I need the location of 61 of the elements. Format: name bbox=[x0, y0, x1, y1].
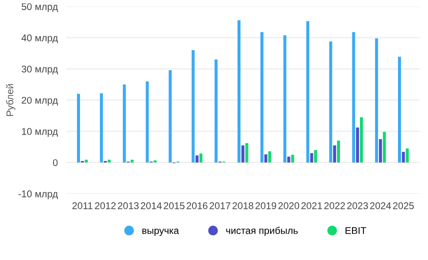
bar bbox=[122, 84, 126, 162]
legend-label: чистая прибыль bbox=[226, 226, 298, 236]
bar bbox=[245, 143, 248, 162]
y-axis-title: Рублей bbox=[6, 84, 16, 116]
x-tick-label: 2016 bbox=[186, 202, 208, 210]
bar bbox=[375, 38, 378, 162]
bar bbox=[130, 160, 134, 162]
y-tick-label: 30 млрд bbox=[22, 66, 58, 74]
bar bbox=[406, 148, 409, 162]
bar bbox=[108, 160, 111, 162]
bar bbox=[146, 81, 149, 162]
bar bbox=[398, 56, 401, 162]
x-tick-label: 2021 bbox=[301, 202, 322, 210]
bar bbox=[283, 35, 286, 162]
bar bbox=[337, 140, 340, 162]
bar bbox=[291, 154, 294, 162]
y-tick-label: 20 млрд bbox=[22, 96, 58, 106]
bar bbox=[329, 41, 332, 162]
legend-label: EBIT bbox=[346, 227, 366, 234]
x-tick-label: 2015 bbox=[164, 202, 185, 210]
bar bbox=[306, 21, 310, 162]
bar bbox=[241, 145, 244, 162]
bar bbox=[196, 155, 199, 162]
legend-label: выручка bbox=[142, 228, 179, 236]
bar bbox=[360, 117, 363, 162]
y-tick-label: 10 млрд bbox=[22, 128, 58, 137]
bar bbox=[100, 93, 103, 162]
bar bbox=[356, 128, 360, 162]
x-tick-label: 2025 bbox=[393, 202, 414, 210]
x-tick-label: 2014 bbox=[140, 202, 162, 210]
x-tick-label: 2017 bbox=[210, 202, 230, 210]
bar bbox=[378, 139, 382, 162]
bar bbox=[168, 70, 172, 162]
bar bbox=[310, 153, 314, 162]
bar bbox=[260, 32, 264, 162]
x-tick-label: 2018 bbox=[232, 202, 254, 210]
bar bbox=[264, 154, 268, 162]
bar bbox=[352, 32, 356, 162]
x-tick-label: 2023 bbox=[347, 202, 368, 210]
bar bbox=[314, 150, 318, 162]
x-tick-label: 2019 bbox=[255, 202, 276, 210]
y-tick-label: 0 bbox=[52, 159, 58, 166]
y-tick-label: 50 млрд bbox=[22, 3, 58, 12]
bar bbox=[333, 145, 336, 162]
bar bbox=[84, 160, 88, 162]
bar bbox=[214, 60, 218, 162]
bar bbox=[192, 50, 195, 162]
bar bbox=[199, 153, 202, 162]
bar bbox=[402, 152, 405, 162]
x-tick-label: 2024 bbox=[370, 202, 391, 210]
bar bbox=[268, 151, 272, 162]
bar bbox=[382, 132, 386, 162]
y-tick-label: -10 млрд bbox=[18, 190, 58, 200]
x-tick-label: 2013 bbox=[118, 202, 139, 210]
y-tick-label: 40 млрд bbox=[22, 34, 58, 44]
bar bbox=[238, 20, 240, 162]
x-tick-label: 2012 bbox=[94, 202, 116, 210]
bar bbox=[77, 94, 80, 162]
x-tick-label: 2020 bbox=[278, 202, 300, 210]
x-tick-label: 2022 bbox=[324, 202, 345, 210]
x-tick-label: 2011 bbox=[72, 202, 92, 210]
